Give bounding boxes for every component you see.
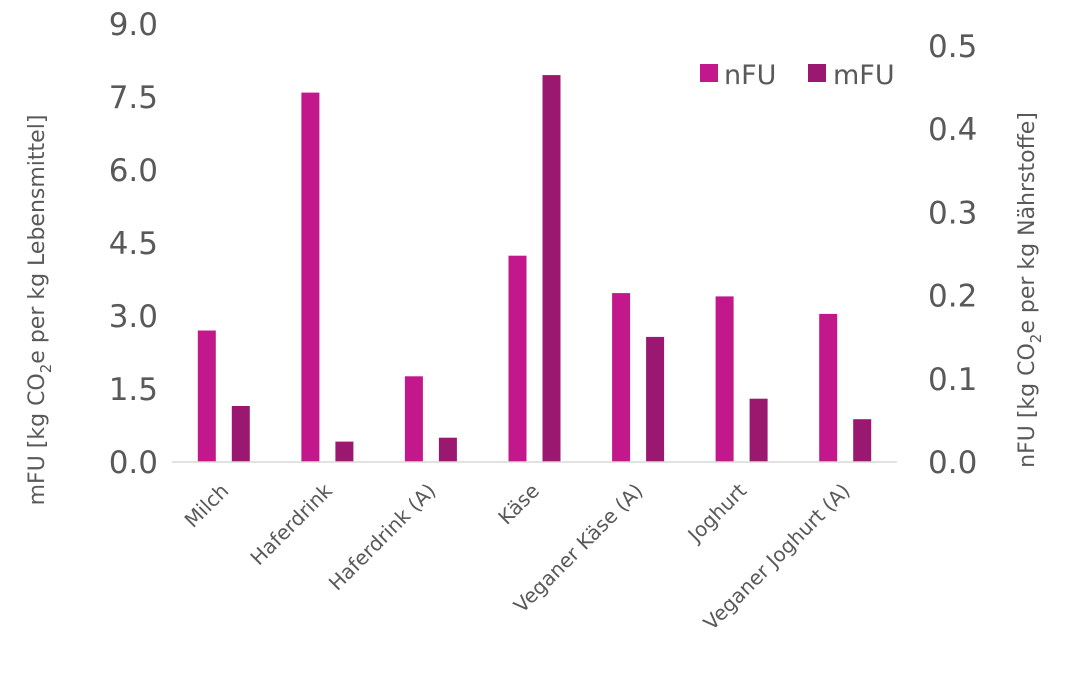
left-y-axis-title-prefix: mFU [kg CO [25,373,50,505]
right-tick-label-5: 0.5 [928,29,977,65]
bar-nfu-3 [508,255,527,462]
bar-mfu-0 [231,406,250,462]
legend-swatch-nfu [700,64,718,82]
right-y-axis-ticks: 0.0 0.1 0.2 0.3 0.4 0.5 [928,29,977,481]
bar-mfu-3 [542,75,561,462]
right-tick-label-4: 0.4 [928,112,977,148]
left-tick-label-6: 9.0 [109,7,158,43]
bar-mfu-6 [853,419,872,462]
bar-nfu-4 [612,293,631,462]
bar-nfu-2 [404,376,423,462]
legend-label-nfu: nFU [724,60,776,91]
left-tick-label-5: 7.5 [109,80,158,116]
bar-mfu-5 [749,398,768,462]
left-tick-label-1: 1.5 [109,372,158,408]
left-y-axis-title-suffix: e per kg Lebensmittel] [25,115,50,364]
left-tick-label-2: 3.0 [109,299,158,335]
category-label-1: Haferdrink [245,478,337,570]
legend: nFU mFU [700,60,895,91]
category-label-0: Milch [180,479,234,533]
bar-mfu-2 [438,437,457,462]
left-tick-label-0: 0.0 [109,445,158,481]
bar-nfu-5 [715,296,734,462]
bars-group [197,75,872,462]
right-tick-label-2: 0.2 [928,279,977,315]
left-y-axis-title-subscript: 2 [37,364,55,374]
bar-mfu-1 [335,441,354,462]
bar-nfu-1 [301,92,320,462]
left-y-axis-ticks: 0.0 1.5 3.0 4.5 6.0 7.5 9.0 [109,7,158,481]
left-y-axis-title: mFU [kg CO2e per kg Lebensmittel] [25,115,55,506]
right-y-axis-title-suffix: e per kg Nährstoffe] [1015,112,1040,334]
right-tick-label-0: 0.0 [928,445,977,481]
left-tick-label-4: 6.0 [109,153,158,189]
right-y-axis-title: nFU [kg CO2e per kg Nährstoffe] [1015,112,1045,468]
bar-mfu-4 [646,336,665,462]
right-tick-label-3: 0.3 [928,195,977,231]
category-label-2: Haferdrink (A) [324,479,441,596]
left-tick-label-3: 4.5 [109,226,158,262]
category-label-3: Käse [493,479,544,530]
right-y-axis-title-prefix: nFU [kg CO [1015,343,1040,468]
legend-swatch-mfu [808,64,826,82]
right-tick-label-1: 0.1 [928,362,977,398]
bar-nfu-0 [197,330,216,462]
legend-label-mfu: mFU [833,60,895,91]
bar-nfu-6 [819,313,838,462]
category-label-5: Joghurt [682,478,752,548]
right-y-axis-title-subscript: 2 [1027,334,1045,344]
